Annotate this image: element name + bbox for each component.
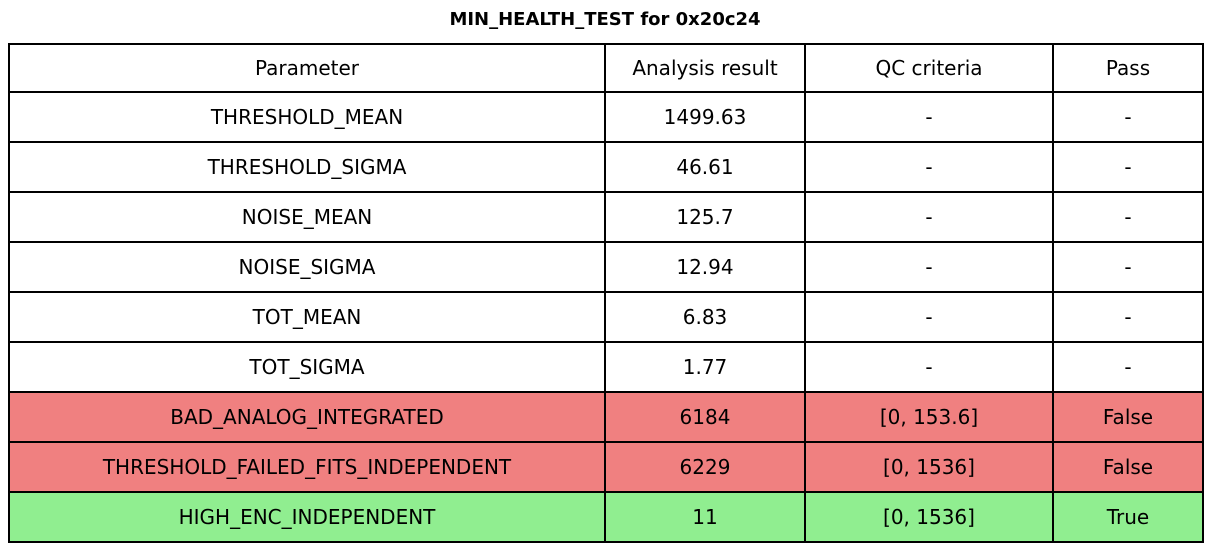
cell-result: 6229 — [604, 441, 806, 493]
qc-results-table: Parameter Analysis result QC criteria Pa… — [8, 43, 1204, 543]
table-row: HIGH_ENC_INDEPENDENT 11 [0, 1536] True — [8, 491, 1204, 543]
cell-qc: - — [804, 241, 1054, 293]
cell-parameter: TOT_SIGMA — [8, 341, 606, 393]
cell-qc: - — [804, 341, 1054, 393]
column-header-parameter: Parameter — [8, 43, 606, 93]
cell-qc: - — [804, 291, 1054, 343]
page-title: MIN_HEALTH_TEST for 0x20c24 — [449, 8, 761, 30]
table-row: THRESHOLD_SIGMA 46.61 - - — [8, 141, 1204, 193]
cell-qc: [0, 153.6] — [804, 391, 1054, 443]
cell-pass: - — [1052, 241, 1204, 293]
cell-result: 12.94 — [604, 241, 806, 293]
cell-pass: False — [1052, 391, 1204, 443]
cell-result: 1.77 — [604, 341, 806, 393]
table-row: BAD_ANALOG_INTEGRATED 6184 [0, 153.6] Fa… — [8, 391, 1204, 443]
cell-result: 125.7 — [604, 191, 806, 243]
table-row: TOT_SIGMA 1.77 - - — [8, 341, 1204, 393]
cell-parameter: NOISE_SIGMA — [8, 241, 606, 293]
cell-parameter: THRESHOLD_FAILED_FITS_INDEPENDENT — [8, 441, 606, 493]
cell-parameter: BAD_ANALOG_INTEGRATED — [8, 391, 606, 443]
cell-pass: - — [1052, 141, 1204, 193]
cell-parameter: TOT_MEAN — [8, 291, 606, 343]
table-header-row: Parameter Analysis result QC criteria Pa… — [8, 43, 1204, 93]
cell-parameter: THRESHOLD_SIGMA — [8, 141, 606, 193]
cell-qc: - — [804, 91, 1054, 143]
cell-pass: - — [1052, 91, 1204, 143]
cell-parameter: NOISE_MEAN — [8, 191, 606, 243]
cell-pass: True — [1052, 491, 1204, 543]
cell-result: 6.83 — [604, 291, 806, 343]
cell-result: 11 — [604, 491, 806, 543]
column-header-analysis-result: Analysis result — [604, 43, 806, 93]
cell-pass: - — [1052, 191, 1204, 243]
cell-qc: [0, 1536] — [804, 441, 1054, 493]
cell-qc: - — [804, 191, 1054, 243]
cell-qc: - — [804, 141, 1054, 193]
table-row: NOISE_MEAN 125.7 - - — [8, 191, 1204, 243]
cell-result: 1499.63 — [604, 91, 806, 143]
cell-result: 46.61 — [604, 141, 806, 193]
cell-pass: False — [1052, 441, 1204, 493]
table-row: THRESHOLD_MEAN 1499.63 - - — [8, 91, 1204, 143]
cell-result: 6184 — [604, 391, 806, 443]
table-row: NOISE_SIGMA 12.94 - - — [8, 241, 1204, 293]
cell-parameter: THRESHOLD_MEAN — [8, 91, 606, 143]
column-header-qc-criteria: QC criteria — [804, 43, 1054, 93]
cell-pass: - — [1052, 341, 1204, 393]
cell-parameter: HIGH_ENC_INDEPENDENT — [8, 491, 606, 543]
cell-pass: - — [1052, 291, 1204, 343]
table-row: TOT_MEAN 6.83 - - — [8, 291, 1204, 343]
cell-qc: [0, 1536] — [804, 491, 1054, 543]
table-row: THRESHOLD_FAILED_FITS_INDEPENDENT 6229 [… — [8, 441, 1204, 493]
column-header-pass: Pass — [1052, 43, 1204, 93]
